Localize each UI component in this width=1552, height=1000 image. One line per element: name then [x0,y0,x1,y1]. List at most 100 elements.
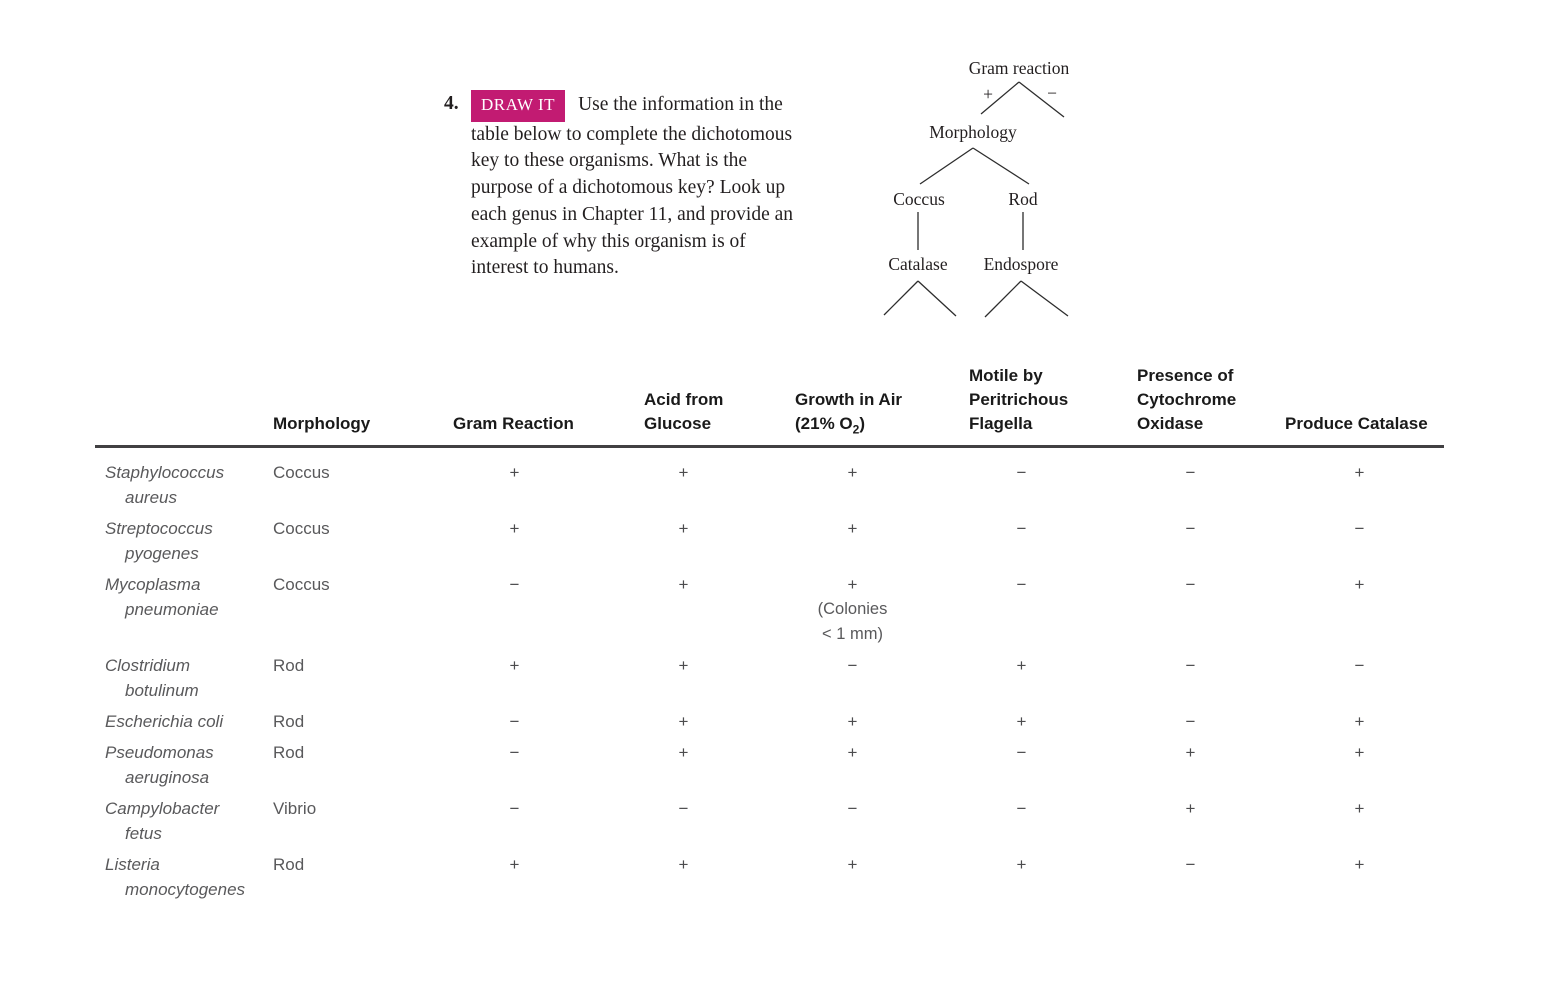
header-line: (21% O [795,414,853,433]
header-line: Glucose [644,414,712,433]
tree-label-minus: − [1047,83,1057,103]
cell-growth-in-air: + [847,712,858,731]
organism-name: Campylobacter fetus [95,796,260,846]
organism-name: Streptococcus pyogenes [95,516,260,566]
header-line: Flagella [969,414,1033,433]
species: pyogenes [125,544,199,563]
cell-acid-from-glucose: + [678,855,689,874]
genus: Staphylococcus [105,463,225,482]
cell-morphology: Rod [273,712,305,731]
table-header-row: Morphology Gram Reaction Acid from Gluco… [95,364,1444,448]
branch-line [883,280,919,316]
cell-catalase: + [1354,743,1365,762]
question-line: key to these organisms. What is the [471,150,748,172]
tree-node-catalase: Catalase [888,254,948,274]
cell-growth-in-air: − [847,656,858,675]
species: pneumoniae [125,600,219,619]
question-line: table below to complete the dichotomous [471,123,793,145]
cell-oxidase: − [1185,712,1196,731]
tree-node-morphology: Morphology [929,122,1017,142]
branch-line [1020,280,1069,317]
dichotomous-key-diagram: Gram reaction + − Morphology Coccus Rod … [883,58,1070,318]
cell-morphology: Coccus [273,519,330,538]
cell-motile: − [1016,463,1027,482]
cell-motile: − [1016,743,1027,762]
cell-morphology: Rod [273,743,305,762]
species: botulinum [125,681,199,700]
cell-acid-from-glucose: + [678,712,689,731]
species: fetus [125,824,162,843]
header-line: ) [859,414,865,433]
column-header-produce-catalase: Produce Catalase [1285,414,1428,433]
tree-label-plus: + [983,84,993,104]
genus: Pseudomonas [105,743,214,762]
cell-motile: − [1016,575,1027,594]
table-row: Campylobacter fetus Vibrio − − − − + + [95,796,1444,846]
cell-gram-reaction: + [509,855,520,874]
cell-gram-reaction: − [509,799,520,818]
cell-acid-from-glucose: + [678,575,689,594]
question-line: each genus in Chapter 11, and provide an [471,203,794,225]
question-line: interest to humans. [471,257,619,279]
cell-acid-from-glucose: − [678,799,689,818]
cell-catalase: − [1354,519,1365,538]
header-line: Acid from [644,390,724,409]
cell-oxidase: − [1185,575,1196,594]
question-line: DRAW IT Use the information in the [471,90,793,122]
cell-acid-from-glucose: + [678,463,689,482]
cell-growth-in-air: + (Colonies < 1 mm) [768,572,937,647]
cell-growth-in-air: + [847,855,858,874]
table-row: Mycoplasma pneumoniae Coccus − + + (Colon… [95,572,1444,647]
branch-line [980,81,1020,115]
cell-acid-from-glucose: + [678,743,689,762]
cell-oxidase: − [1185,656,1196,675]
cell-motile: + [1016,656,1027,675]
organism-name: Mycoplasma pneumoniae [95,572,260,622]
header-line: Oxidase [1137,414,1204,433]
organism-name: Clostridium botulinum [95,653,260,703]
column-header-gram-reaction: Gram Reaction [453,414,574,433]
species: aeruginosa [125,768,210,787]
cell-catalase: + [1354,463,1365,482]
organism-characteristics-table: Morphology Gram Reaction Acid from Gluco… [95,364,1444,902]
column-header-growth-in-air: Growth in Air (21% O2) [768,388,937,436]
question-text: Use the information in the [578,94,783,115]
branch-line [1018,81,1065,118]
header-line: Cytochrome [1137,390,1237,409]
species: aureus [125,488,177,507]
tree-node-coccus: Coccus [893,189,945,209]
cell-motile: − [1016,799,1027,818]
cell-oxidase: + [1185,743,1196,762]
cell-morphology: Coccus [273,575,330,594]
question-number: 4. [444,93,459,114]
cell-acid-from-glucose: + [678,656,689,675]
question-body: DRAW IT Use the information in the table … [471,90,793,282]
cell-growth-in-air: + [847,743,858,762]
table-row: Escherichia coli Rod − + + + − + [95,709,1444,734]
cell-growth-in-air: + [847,519,858,538]
cell-motile: + [1016,855,1027,874]
genus: Clostridium [105,656,191,675]
cell-morphology: Coccus [273,463,330,482]
draw-it-badge: DRAW IT [471,90,566,122]
cell-motile: − [1016,519,1027,538]
genus: Listeria [105,855,160,874]
organism-name: Escherichia coli [95,709,260,734]
cell-oxidase: − [1185,855,1196,874]
cell-oxidase: − [1185,463,1196,482]
oxygen-subscript: 2 [852,422,860,437]
organism-name: Listeria monocytogenes [95,852,260,902]
table-row: Listeria monocytogenes Rod + + + + − + [95,852,1444,902]
cell-growth-in-air: + [847,463,858,482]
cell-gram-reaction: − [509,743,520,762]
cell-catalase: + [1354,712,1365,731]
cell-catalase: + [1354,855,1365,874]
cell-gram-reaction: + [509,463,520,482]
cell-acid-from-glucose: + [678,519,689,538]
species: monocytogenes [125,880,246,899]
organism-name: Staphylococcus aureus [95,460,260,510]
header-line: Growth in Air [795,390,903,409]
cell-catalase: + [1354,575,1365,594]
column-header-motile: Motile by Peritrichous Flagella [937,364,1106,436]
cell-catalase: + [1354,799,1365,818]
